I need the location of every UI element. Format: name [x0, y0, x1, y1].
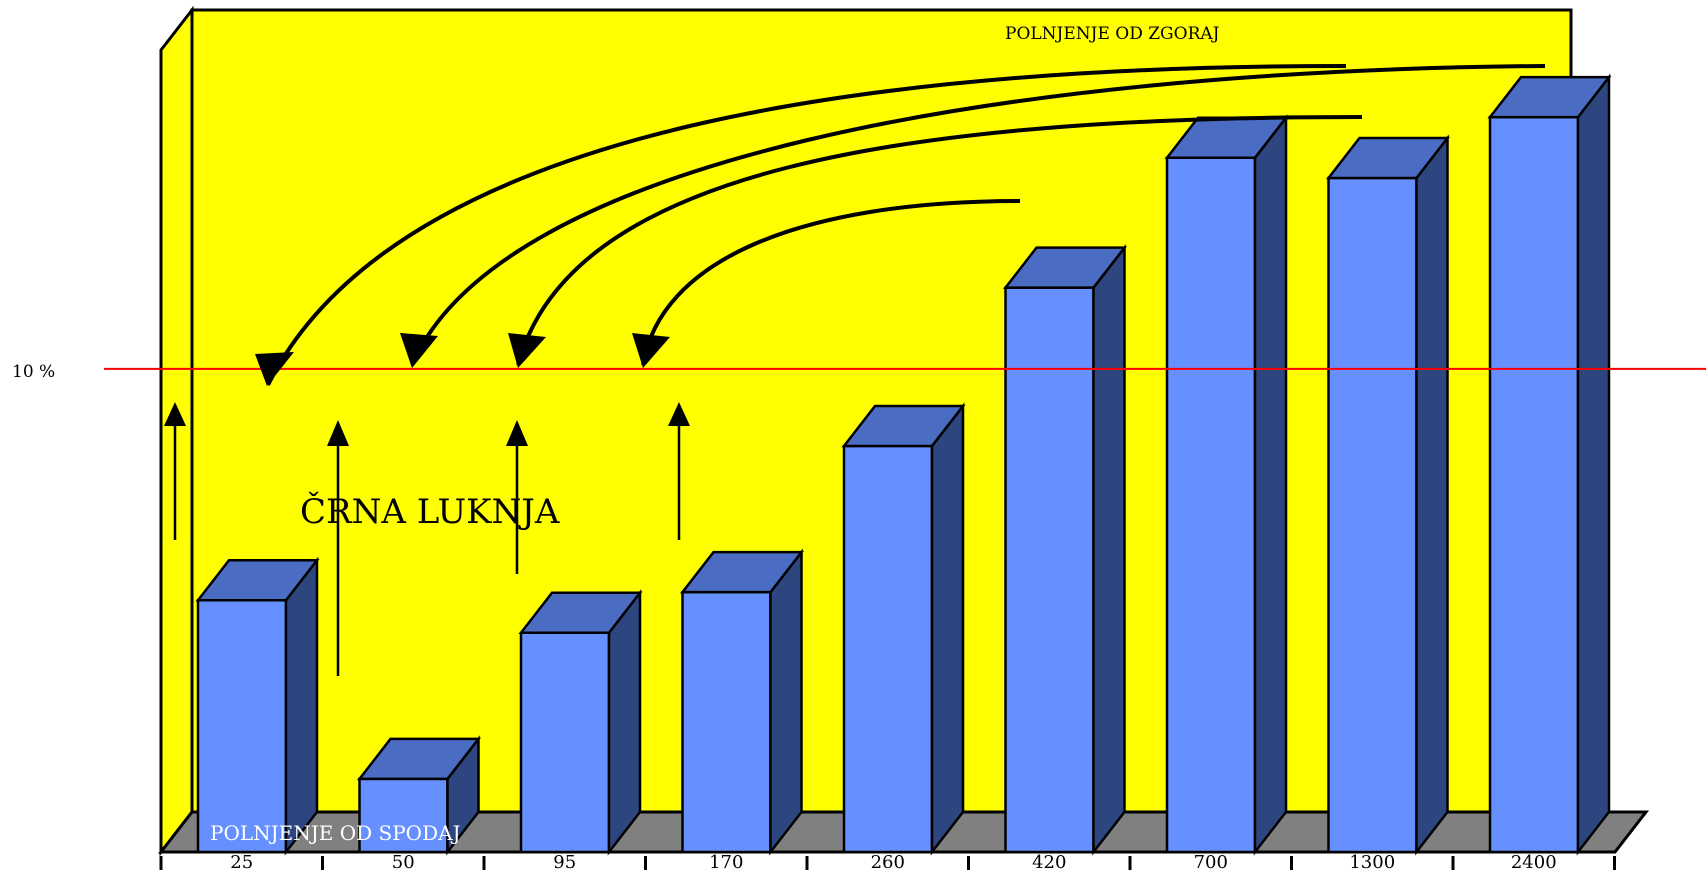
arrow-head-3	[508, 333, 546, 368]
bar-front	[1165, 156, 1257, 854]
bar-front	[1488, 115, 1580, 854]
x-tick-label: 1300	[1349, 852, 1395, 870]
bar-side	[930, 402, 965, 856]
bar-25	[195, 556, 320, 856]
bar-top	[518, 591, 643, 635]
x-tick-label: 95	[553, 852, 576, 870]
x-tick-label: 700	[1194, 852, 1228, 870]
bar-side	[607, 589, 642, 856]
x-tick-label: 170	[709, 852, 743, 870]
vertical-arrow-head-4	[668, 402, 690, 426]
bar-front	[196, 599, 288, 854]
bar-front	[519, 631, 611, 854]
bars	[195, 73, 1612, 856]
arrow-head-1	[255, 352, 294, 386]
bar-top	[356, 737, 482, 781]
bar-top	[1325, 136, 1451, 180]
curved-arrow-3	[516, 115, 1363, 366]
bar-side	[284, 556, 319, 856]
bar-side	[1576, 73, 1611, 856]
arrow-head-4	[632, 333, 670, 368]
bar-top	[679, 550, 805, 594]
curved-arrow-2	[410, 64, 1546, 366]
bar-top	[1002, 246, 1128, 289]
reference-line-label: 10 %	[12, 362, 55, 382]
bar-top	[1487, 75, 1612, 119]
annotation-top: POLNJENJE OD ZGORAJ	[1005, 24, 1220, 44]
side-wall	[159, 5, 194, 857]
bar-50	[356, 735, 482, 856]
bar-260	[841, 402, 966, 856]
bar-top	[195, 559, 320, 602]
x-tick-label: 25	[230, 852, 253, 870]
curved-arrow-heads	[255, 333, 670, 386]
vertical-arrow-head-3	[506, 420, 528, 446]
bar-front	[842, 444, 934, 854]
x-tick-label: 50	[392, 852, 415, 870]
x-tick-label: 420	[1032, 852, 1066, 870]
x-tick-label: 2400	[1511, 852, 1557, 870]
x-axis-ticks	[159, 856, 1616, 870]
bar-front	[681, 590, 772, 854]
bar-700	[1164, 114, 1289, 856]
bar-front	[1004, 286, 1095, 854]
bar-side	[1253, 114, 1288, 856]
bar-2400	[1487, 73, 1612, 856]
x-tick-label: 260	[871, 852, 905, 870]
vertical-arrow-head-1	[164, 402, 186, 426]
bar-95	[518, 589, 643, 856]
curved-arrow-1	[266, 64, 1347, 386]
curved-arrow-4	[641, 199, 1021, 366]
bar-side	[769, 548, 803, 856]
annotation-bottom: POLNJENJE OD SPODAJ	[210, 821, 461, 845]
bar-170	[679, 548, 805, 856]
bar-side	[1092, 244, 1126, 856]
x-axis-tick-labels: 25 50 95 170 260 420 700 1300 2400	[230, 852, 1556, 870]
curved-arrows	[266, 64, 1546, 386]
vertical-arrows	[170, 409, 684, 676]
arrow-head-2	[400, 333, 438, 368]
vertical-arrow-heads	[164, 402, 690, 446]
bar-top	[841, 404, 966, 448]
bar-front	[1327, 176, 1418, 854]
bar-side	[1415, 134, 1449, 856]
bar-1300	[1325, 134, 1451, 856]
vertical-arrow-head-2	[327, 420, 349, 446]
bar-420	[1002, 244, 1128, 856]
